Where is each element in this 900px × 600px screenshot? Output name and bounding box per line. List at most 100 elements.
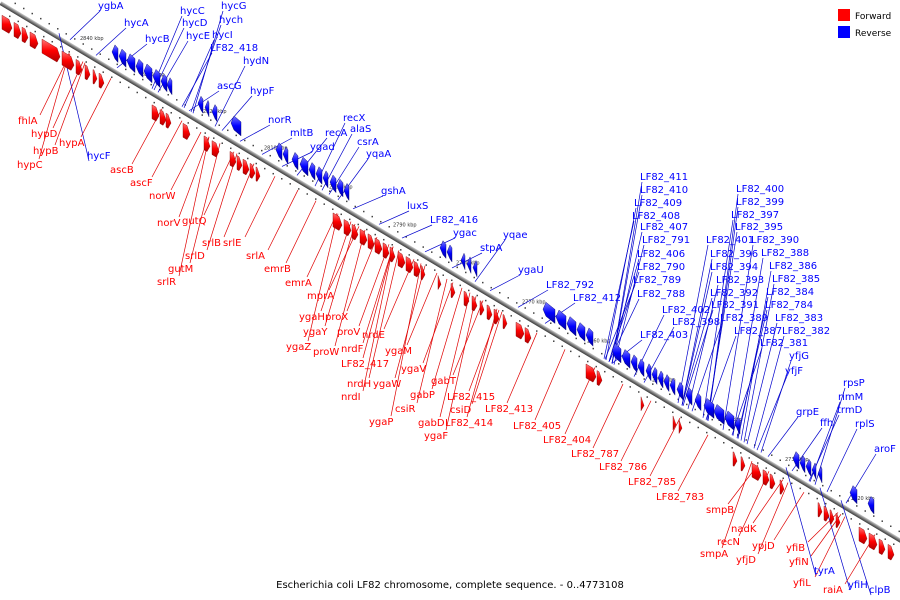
gene-label-recX[interactable]: recX bbox=[343, 113, 366, 124]
reverse-gene-arrow[interactable] bbox=[645, 363, 652, 382]
forward-gene-arrow[interactable] bbox=[493, 308, 500, 325]
gene-label-gutQ[interactable]: gutQ bbox=[182, 216, 207, 227]
gene-label-LF82_417[interactable]: LF82_417 bbox=[341, 359, 389, 370]
forward-gene-arrow[interactable] bbox=[236, 155, 243, 172]
gene-label-aroF[interactable]: aroF bbox=[874, 444, 896, 455]
forward-gene-arrow[interactable] bbox=[229, 151, 237, 168]
gene-label-smpA[interactable]: smpA bbox=[700, 549, 728, 560]
gene-label-LF82_396[interactable]: LF82_396 bbox=[710, 249, 758, 260]
forward-gene-arrow[interactable] bbox=[92, 69, 98, 85]
gene-label-ygaP[interactable]: ygaP bbox=[369, 417, 393, 428]
gene-label-srlE[interactable]: srlE bbox=[223, 238, 241, 249]
gene-label-LF82_388[interactable]: LF82_388 bbox=[761, 248, 809, 259]
forward-gene-arrow[interactable] bbox=[515, 321, 525, 340]
gene-label-yqaA[interactable]: yqaA bbox=[366, 149, 391, 160]
gene-label-ygaF[interactable]: ygaF bbox=[424, 431, 448, 442]
gene-label-nrdF[interactable]: nrdF bbox=[341, 344, 364, 355]
gene-label-LF82_409[interactable]: LF82_409 bbox=[634, 198, 682, 209]
gene-label-gabP[interactable]: gabP bbox=[410, 390, 435, 401]
forward-gene-arrow[interactable] bbox=[84, 64, 91, 81]
forward-gene-arrow[interactable] bbox=[762, 469, 770, 486]
gene-label-ypjD[interactable]: ypjD bbox=[752, 541, 775, 552]
gene-label-LF82_402[interactable]: LF82_402 bbox=[662, 305, 710, 316]
gene-label-ygaU[interactable]: ygaU bbox=[518, 265, 544, 276]
forward-gene-arrow[interactable] bbox=[21, 26, 29, 44]
gene-label-LF82_410[interactable]: LF82_410 bbox=[640, 185, 688, 196]
gene-label-yfiL[interactable]: yfiL bbox=[793, 578, 811, 589]
gene-label-yfiN[interactable]: yfiN bbox=[789, 557, 809, 568]
reverse-gene-arrow[interactable] bbox=[230, 115, 242, 137]
gene-label-tyrA[interactable]: tyrA bbox=[814, 566, 835, 577]
forward-gene-arrow[interactable] bbox=[868, 532, 878, 551]
forward-gene-arrow[interactable] bbox=[740, 456, 746, 472]
forward-gene-arrow[interactable] bbox=[182, 122, 191, 140]
gene-label-LF82_394[interactable]: LF82_394 bbox=[710, 262, 758, 273]
reverse-gene-arrow[interactable] bbox=[460, 252, 466, 270]
gene-label-srlD[interactable]: srlD bbox=[185, 251, 205, 262]
forward-gene-arrow[interactable] bbox=[524, 327, 532, 344]
reverse-gene-arrow[interactable] bbox=[585, 327, 594, 347]
reverse-gene-arrow[interactable] bbox=[211, 104, 218, 123]
forward-gene-arrow[interactable] bbox=[450, 282, 456, 299]
reverse-gene-arrow[interactable] bbox=[282, 146, 289, 165]
forward-gene-arrow[interactable] bbox=[835, 512, 841, 529]
gene-label-LF82_415[interactable]: LF82_415 bbox=[447, 392, 495, 403]
reverse-gene-arrow[interactable] bbox=[555, 309, 567, 331]
gene-label-nrdI[interactable]: nrdI bbox=[341, 392, 361, 403]
gene-label-ascB[interactable]: ascB bbox=[110, 165, 134, 176]
reverse-gene-arrow[interactable] bbox=[811, 462, 817, 480]
gene-label-hycI[interactable]: hycI bbox=[212, 30, 233, 41]
gene-label-yfiH[interactable]: yfiH bbox=[848, 580, 868, 591]
forward-gene-arrow[interactable] bbox=[165, 112, 172, 129]
gene-label-LF82_381[interactable]: LF82_381 bbox=[760, 338, 808, 349]
gene-label-ygaV[interactable]: ygaV bbox=[401, 364, 426, 375]
forward-gene-arrow[interactable] bbox=[678, 419, 683, 435]
gene-label-LF82_392[interactable]: LF82_392 bbox=[710, 288, 758, 299]
forward-gene-arrow[interactable] bbox=[61, 50, 75, 71]
gene-label-hycG[interactable]: hycG bbox=[221, 1, 247, 12]
gene-label-LF82_405[interactable]: LF82_405 bbox=[513, 421, 561, 432]
gene-label-LF82_792[interactable]: LF82_792 bbox=[546, 280, 594, 291]
forward-gene-arrow[interactable] bbox=[769, 473, 776, 490]
gene-label-LF82_406[interactable]: LF82_406 bbox=[637, 249, 685, 260]
forward-gene-arrow[interactable] bbox=[242, 158, 250, 176]
gene-label-csrA[interactable]: csrA bbox=[357, 137, 379, 148]
gene-label-smpB[interactable]: smpB bbox=[706, 505, 734, 516]
gene-label-LF82_789[interactable]: LF82_789 bbox=[633, 275, 681, 286]
gene-label-LF82_411[interactable]: LF82_411 bbox=[640, 172, 688, 183]
gene-label-ygaW[interactable]: ygaW bbox=[373, 379, 401, 390]
forward-gene-arrow[interactable] bbox=[732, 451, 738, 467]
gene-label-ygac[interactable]: ygac bbox=[453, 228, 477, 239]
gene-label-LF82_382[interactable]: LF82_382 bbox=[782, 326, 830, 337]
gene-label-yqae[interactable]: yqae bbox=[503, 230, 528, 241]
gene-label-yfiB[interactable]: yfiB bbox=[786, 543, 805, 554]
gene-label-hydN[interactable]: hydN bbox=[243, 56, 269, 67]
gene-label-gabT[interactable]: gabT bbox=[431, 376, 457, 387]
reverse-gene-arrow[interactable] bbox=[166, 77, 173, 96]
gene-label-hypB[interactable]: hypB bbox=[33, 146, 59, 157]
gene-label-ygaZ[interactable]: ygaZ bbox=[286, 342, 311, 353]
reverse-gene-arrow[interactable] bbox=[466, 256, 472, 274]
reverse-gene-arrow[interactable] bbox=[315, 166, 323, 185]
reverse-gene-arrow[interactable] bbox=[576, 322, 586, 342]
reverse-gene-arrow[interactable] bbox=[329, 174, 337, 194]
gene-label-ygaM[interactable]: ygaM bbox=[385, 346, 412, 357]
forward-gene-arrow[interactable] bbox=[343, 219, 352, 237]
gene-label-LF82_391[interactable]: LF82_391 bbox=[711, 300, 759, 311]
gene-label-LF82_788[interactable]: LF82_788 bbox=[637, 289, 685, 300]
gene-label-yfjG[interactable]: yfjG bbox=[789, 351, 809, 362]
gene-label-nadK[interactable]: nadK bbox=[731, 524, 757, 535]
reverse-gene-arrow[interactable] bbox=[322, 170, 329, 189]
gene-label-LF82_408[interactable]: LF82_408 bbox=[632, 211, 680, 222]
gene-label-yfjF[interactable]: yfjF bbox=[785, 366, 803, 377]
reverse-gene-arrow[interactable] bbox=[275, 142, 283, 161]
gene-label-ffh[interactable]: ffh bbox=[820, 418, 833, 429]
gene-label-ygaY[interactable]: ygaY bbox=[303, 327, 328, 338]
gene-label-ygaH[interactable]: ygaH bbox=[299, 312, 325, 323]
gene-label-gutM[interactable]: gutM bbox=[168, 264, 193, 275]
forward-gene-arrow[interactable] bbox=[779, 479, 785, 495]
forward-gene-arrow[interactable] bbox=[367, 233, 375, 250]
forward-gene-arrow[interactable] bbox=[75, 59, 83, 76]
gene-label-proX[interactable]: proX bbox=[325, 312, 348, 323]
reverse-gene-arrow[interactable] bbox=[734, 416, 741, 435]
